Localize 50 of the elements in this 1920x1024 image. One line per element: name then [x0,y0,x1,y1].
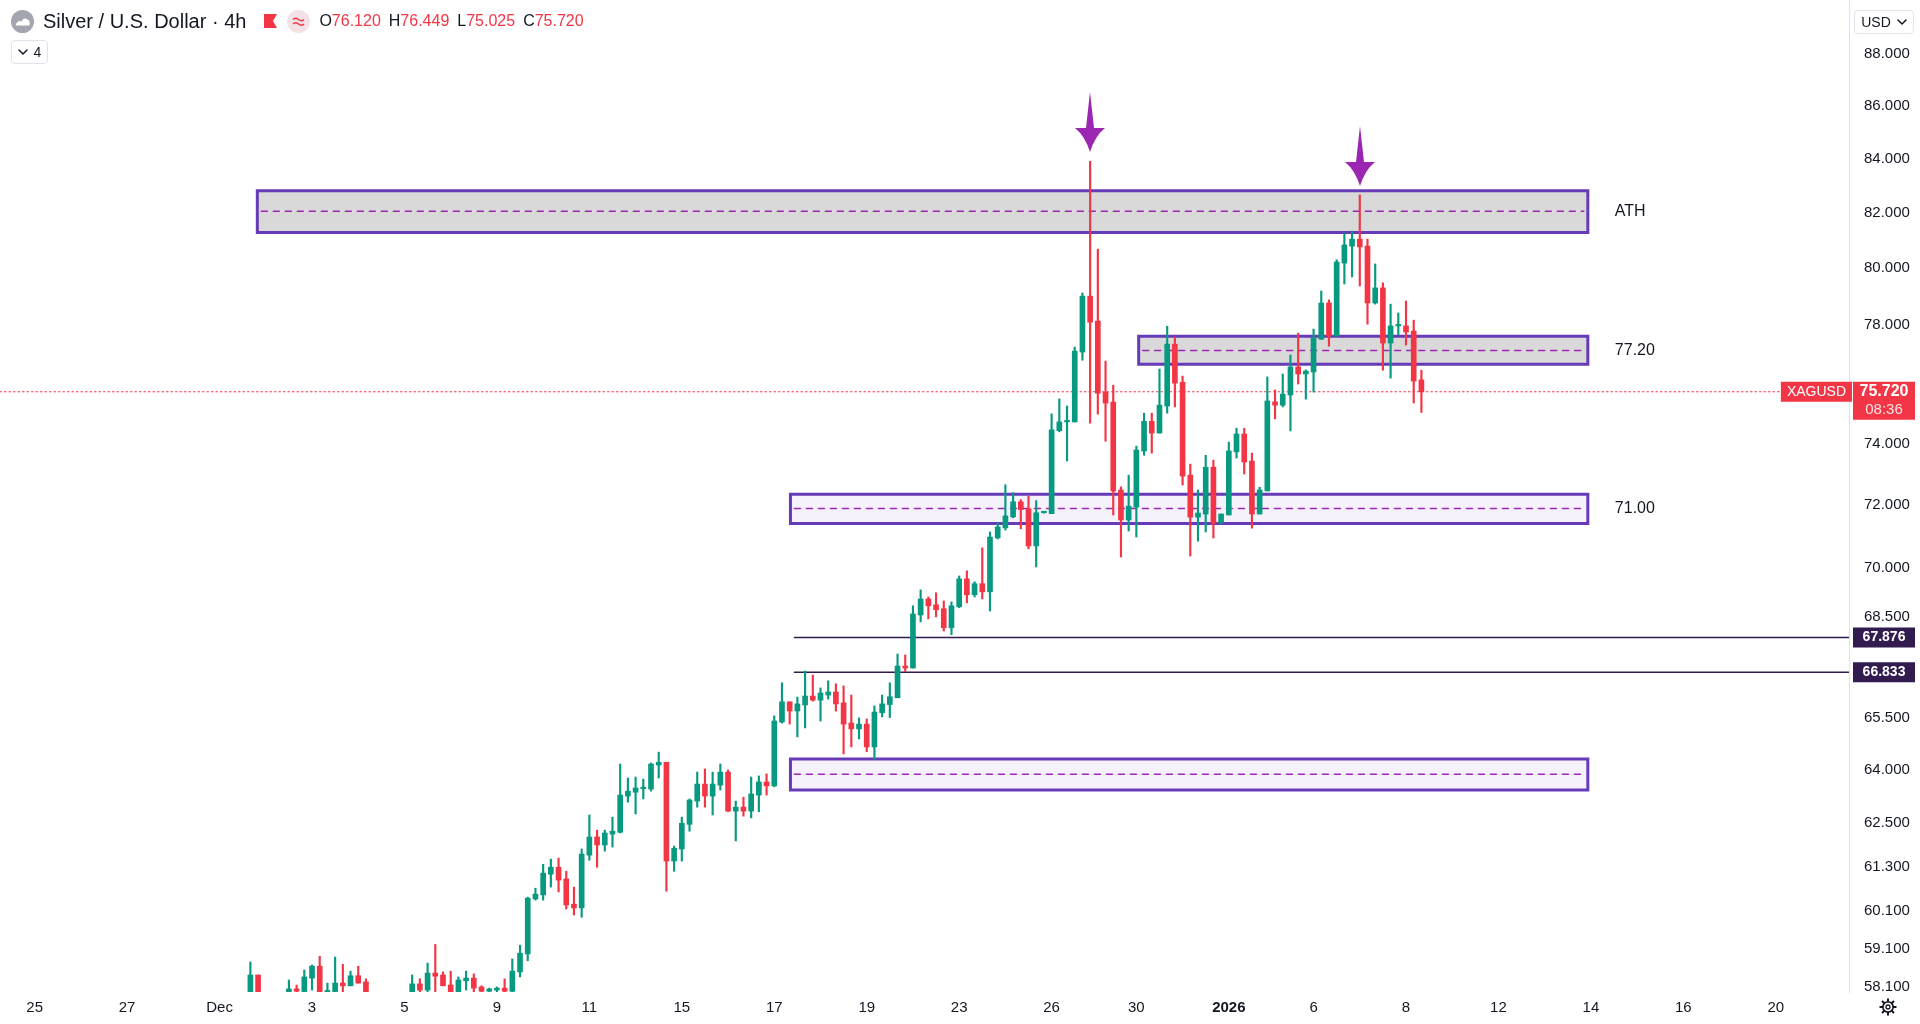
ref-line-label: 75.720 [1859,382,1909,400]
ref-line-label: 67.876 [1862,628,1906,645]
annotation: XAGUSD [1786,382,1846,399]
y-tick-label: 78.000 [1864,315,1910,333]
x-tick-label: 30 [1128,998,1145,1016]
y-tick-label: 64.000 [1864,759,1910,777]
x-tick-label: 19 [858,998,876,1016]
text: 08:36 [1865,399,1903,417]
band-label: 71.00 [1614,499,1655,517]
x-tick-label: 3 [307,998,317,1016]
y-tick-label: 62.500 [1864,813,1910,831]
x-tick-label: 2026 [1212,998,1246,1016]
y-tick-label: 74.000 [1864,433,1910,451]
x-tick-label: 26 [1043,998,1060,1016]
y-tick-label: 88.000 [1864,44,1910,62]
candlestick [324,982,331,992]
text: O76.120 H76.449 L75.025 C75.720 [319,12,584,29]
x-tick-label: 23 [950,998,968,1016]
y-tick-label: 84.000 [1864,148,1910,166]
y-tick-label: 68.500 [1864,607,1910,625]
x-tick-label: 6 [1309,998,1318,1016]
text: Silver / U.S. Dollar · 4h [43,9,247,33]
ref-line-label: 66.833 [1862,663,1906,680]
y-tick-label: 59.100 [1864,938,1910,956]
y-tick-label: 72.000 [1864,495,1910,513]
x-tick-label: 17 [765,998,783,1016]
band-label: 77.20 [1614,340,1655,358]
x-tick-label: 11 [581,998,598,1016]
x-tick-label: 14 [1582,998,1600,1016]
y-tick-label: 60.100 [1864,901,1910,919]
y-tick-label: 58.100 [1864,977,1910,995]
x-tick-label: 15 [673,998,691,1016]
x-tick-label: 25 [26,998,44,1016]
y-tick-label: 82.000 [1864,202,1910,220]
text: USD [1861,14,1891,30]
annotation: 4 [33,44,42,60]
band-label: ATH [1614,202,1646,220]
x-tick-label: 9 [492,998,502,1016]
y-tick-label: 61.300 [1864,856,1910,874]
x-tick-label: 27 [118,998,136,1016]
x-tick-label: Dec [206,998,234,1016]
y-tick-label: 86.000 [1864,95,1910,113]
x-tick-label: 16 [1675,998,1692,1016]
x-tick-label: 12 [1490,998,1507,1016]
x-tick-label: 8 [1401,998,1411,1016]
y-tick-label: 65.500 [1864,707,1910,725]
x-tick-label: 5 [400,998,409,1016]
x-tick-label: 20 [1767,998,1785,1016]
y-tick-label: 70.000 [1864,558,1910,576]
y-tick-label: 80.000 [1864,258,1910,276]
